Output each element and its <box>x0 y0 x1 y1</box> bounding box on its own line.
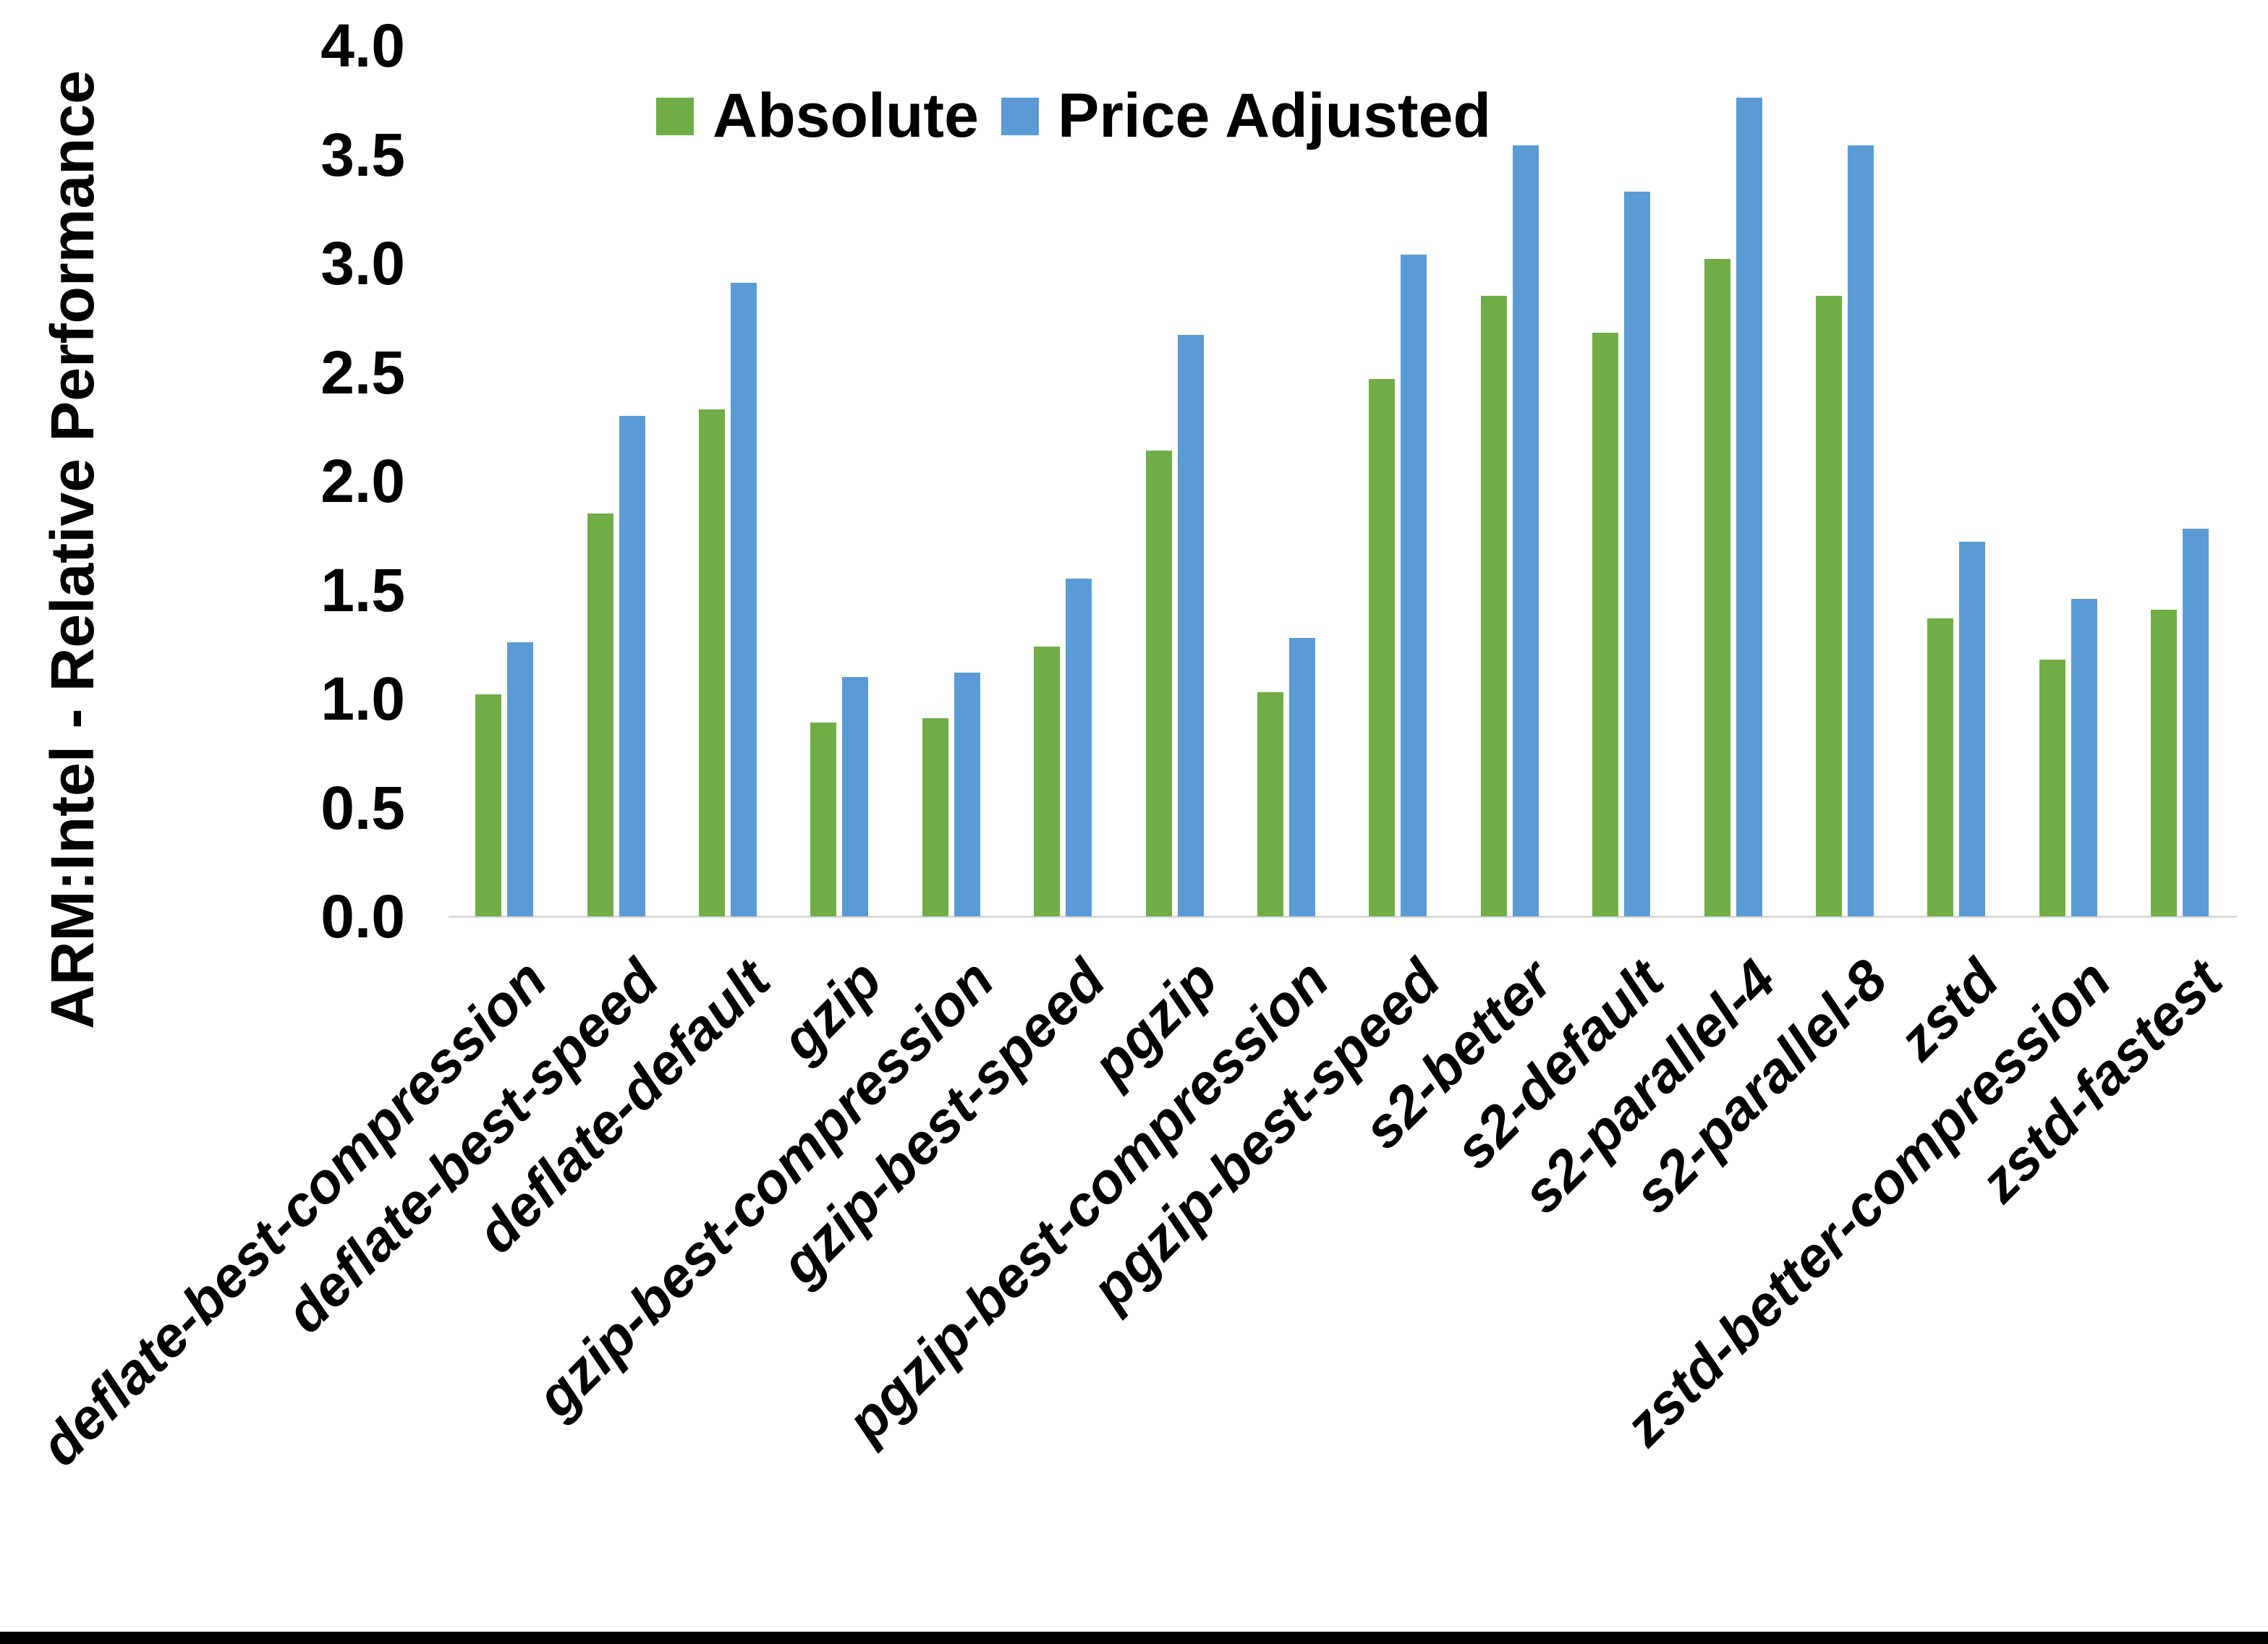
y-tick-label: 2.0 <box>320 447 405 515</box>
legend-label-price-adjusted: Price Adjusted <box>1058 81 1491 150</box>
y-tick-label: 2.5 <box>320 338 405 406</box>
bar-price-adjusted-s2-parallel-8 <box>1848 145 1874 916</box>
bar-absolute-s2-better <box>1481 296 1507 916</box>
bar-price-adjusted-pgzip-best-speed <box>1401 255 1427 916</box>
bar-price-adjusted-zstd-fastest <box>2183 529 2209 916</box>
bar-price-adjusted-pgzip <box>1178 335 1204 916</box>
bar-absolute-gzip <box>810 723 836 916</box>
bar-price-adjusted-deflate-default <box>731 283 757 916</box>
bar-absolute-s2-default <box>1592 333 1618 916</box>
bar-absolute-gzip-best-speed <box>1034 647 1060 916</box>
y-tick-label: 0.5 <box>320 773 405 842</box>
bar-absolute-deflate-best-compression <box>475 694 501 916</box>
legend-swatch-price-adjusted-icon <box>1001 98 1039 135</box>
bar-absolute-gzip-best-compression <box>922 718 948 916</box>
bar-price-adjusted-gzip-best-speed <box>1066 579 1092 916</box>
bar-price-adjusted-zstd-better-compression <box>2071 599 2097 916</box>
legend: Absolute Price Adjusted <box>0 72 2268 159</box>
bar-price-adjusted-gzip-best-compression <box>954 673 980 916</box>
bar-absolute-pgzip-best-compression <box>1257 692 1283 916</box>
y-tick-label: 3.0 <box>320 229 405 297</box>
bar-absolute-zstd <box>1927 618 1953 916</box>
legend-item-absolute: Absolute <box>656 72 1032 159</box>
bar-absolute-deflate-default <box>699 409 725 916</box>
bar-absolute-s2-parallel-4 <box>1704 259 1730 916</box>
bar-price-adjusted-gzip <box>842 677 868 916</box>
bar-price-adjusted-s2-default <box>1624 192 1650 916</box>
legend-swatch-absolute-icon <box>656 98 694 135</box>
bar-price-adjusted-s2-parallel-4 <box>1736 98 1762 916</box>
bottom-border <box>0 1632 2268 1644</box>
y-tick-label: 1.0 <box>320 665 405 733</box>
bar-price-adjusted-s2-better <box>1513 145 1539 916</box>
y-tick-label: 0.0 <box>320 882 405 950</box>
legend-item-price-adjusted: Price Adjusted <box>1001 72 1652 159</box>
bar-absolute-pgzip <box>1146 451 1172 916</box>
y-tick-label: 3.5 <box>320 120 405 189</box>
bar-price-adjusted-pgzip-best-compression <box>1289 638 1315 916</box>
legend-label-absolute: Absolute <box>713 81 979 150</box>
bar-absolute-zstd-fastest <box>2151 610 2177 916</box>
bar-absolute-pgzip-best-speed <box>1369 379 1395 916</box>
bar-absolute-s2-parallel-8 <box>1816 296 1842 916</box>
x-axis-line <box>449 916 2237 918</box>
y-tick-label: 1.5 <box>320 555 405 624</box>
bar-price-adjusted-deflate-best-speed <box>619 416 645 916</box>
bar-absolute-zstd-better-compression <box>2039 660 2065 916</box>
bar-absolute-deflate-best-speed <box>587 514 613 916</box>
bar-price-adjusted-deflate-best-compression <box>507 642 533 916</box>
y-tick-label: 4.0 <box>320 12 405 80</box>
bar-price-adjusted-zstd <box>1959 542 1985 916</box>
